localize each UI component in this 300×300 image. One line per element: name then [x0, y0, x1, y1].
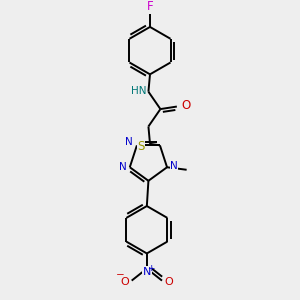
Text: S: S — [137, 140, 145, 153]
Text: −: − — [116, 270, 125, 280]
Text: N: N — [143, 267, 151, 277]
Text: F: F — [147, 0, 153, 13]
Text: O: O — [181, 99, 190, 112]
Text: +: + — [148, 264, 155, 273]
Text: O: O — [120, 277, 129, 287]
Text: HN: HN — [130, 86, 146, 96]
Text: N: N — [119, 162, 127, 172]
Text: N: N — [125, 137, 133, 147]
Text: O: O — [165, 277, 173, 287]
Text: N: N — [170, 161, 178, 171]
